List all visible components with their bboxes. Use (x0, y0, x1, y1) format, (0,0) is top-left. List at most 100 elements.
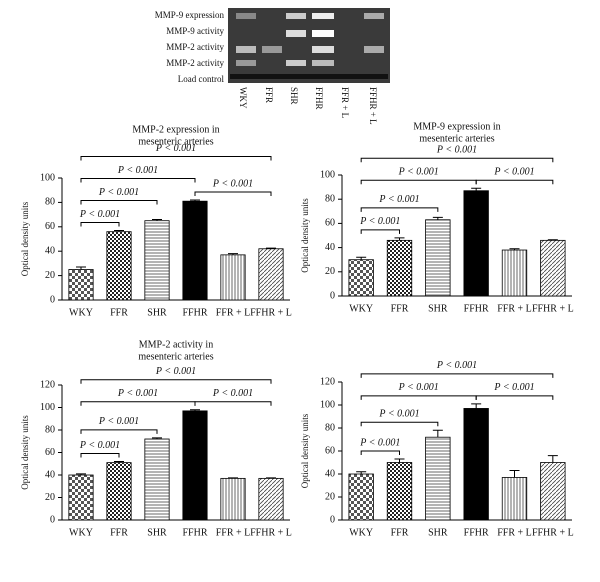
y-tick-label: 80 (325, 193, 335, 204)
comparison-bracket (360, 450, 400, 456)
comparison-label: P < 0.001 (378, 409, 419, 420)
blot-lane-label: WKY (238, 87, 248, 109)
comparison-label: P < 0.001 (359, 216, 400, 227)
blot-row-label: MMP-9 expression (155, 10, 225, 20)
comparison-bracket (194, 191, 272, 196)
blot-image (228, 8, 390, 83)
error-bar (356, 256, 367, 260)
error-bar (152, 218, 162, 221)
y-tick-label: 20 (45, 270, 55, 281)
bar (68, 474, 94, 521)
comparison-label: P < 0.001 (155, 143, 196, 154)
comparison-label: P < 0.001 (493, 382, 534, 393)
error-bar (266, 477, 276, 479)
bar (463, 190, 489, 297)
x-tick-label: FFHR + L (532, 303, 574, 314)
error-bar (190, 199, 200, 202)
y-tick-label: 100 (320, 399, 335, 410)
y-tick-label: 60 (45, 221, 55, 232)
comparison-bracket (360, 229, 400, 234)
bar (220, 477, 246, 521)
comparison-bracket (360, 373, 554, 378)
comparison-label: P < 0.001 (493, 167, 534, 178)
x-tick-label: SHR (147, 527, 167, 538)
x-tick-label: FFR + L (216, 307, 251, 318)
blot-lane-label: FFHR (314, 87, 324, 110)
bar (425, 219, 451, 297)
comparison-label: P < 0.001 (117, 165, 158, 176)
y-tick-label: 100 (320, 169, 335, 180)
error-bar (509, 470, 520, 478)
comparison-bracket (80, 401, 196, 406)
y-tick-label: 120 (40, 379, 55, 390)
bar (501, 249, 528, 297)
bar (220, 254, 246, 301)
comparison-label: P < 0.001 (378, 194, 419, 205)
y-tick-label: 120 (320, 376, 335, 387)
x-tick-label: FFR + L (497, 527, 532, 538)
error-bar (394, 458, 405, 463)
comparison-bracket (475, 179, 554, 185)
y-tick-label: 20 (45, 492, 55, 503)
x-tick-label: FFR + L (497, 303, 532, 314)
comparison-bracket (360, 157, 554, 163)
x-tick-label: FFHR + L (250, 307, 292, 318)
error-bar (114, 461, 124, 463)
error-bar (228, 253, 238, 255)
comparison-label: P < 0.001 (212, 388, 253, 399)
x-tick-label: FFHR (464, 527, 489, 538)
y-tick-label: 60 (325, 218, 335, 229)
blot-lane-label: FFR (264, 87, 274, 103)
error-bar (547, 239, 558, 241)
comparison-label: P < 0.001 (436, 360, 477, 371)
bar (144, 220, 170, 301)
blot-lane-label: SHR (289, 87, 299, 105)
comparison-bracket (80, 177, 196, 183)
x-tick-label: WKY (69, 527, 93, 538)
x-tick-label: FFHR (464, 303, 489, 314)
y-tick-label: 0 (50, 514, 55, 525)
chart-title: MMP-2 expression in (132, 124, 219, 135)
x-tick-label: FFR (110, 527, 128, 538)
error-bar (432, 429, 443, 438)
y-axis-label: Optical density units (300, 413, 310, 488)
error-bar (432, 216, 443, 220)
comparison-bracket (360, 179, 477, 185)
comparison-label: P < 0.001 (155, 366, 196, 377)
error-bar (471, 187, 482, 191)
bar (182, 410, 208, 521)
comparison-bracket (80, 429, 158, 434)
x-tick-label: FFR (391, 303, 409, 314)
comparison-bracket (360, 421, 439, 427)
blot-lane-label: FFHR + L (368, 87, 378, 125)
y-tick-label: 60 (325, 445, 335, 456)
error-bar (76, 473, 86, 475)
error-bar (190, 409, 200, 411)
comparison-bracket (360, 395, 477, 400)
error-bar (547, 455, 558, 463)
y-axis-label: Optical density units (300, 198, 310, 273)
bar (540, 462, 566, 521)
comparison-bracket (360, 207, 439, 212)
x-tick-label: FFR (110, 307, 128, 318)
x-tick-label: FFR (391, 527, 409, 538)
y-tick-label: 20 (325, 491, 335, 502)
comparison-bracket (80, 155, 272, 161)
y-axis-label: Optical density units (20, 201, 30, 276)
blot-row-label: MMP-2 activity (166, 58, 224, 68)
comparison-label: P < 0.001 (398, 167, 439, 178)
x-tick-label: SHR (428, 527, 448, 538)
bar (386, 462, 413, 521)
comparison-bracket (475, 395, 554, 400)
x-tick-label: FFHR (182, 307, 207, 318)
comparison-label: P < 0.001 (79, 209, 120, 220)
y-tick-label: 40 (325, 242, 335, 253)
comparison-label: P < 0.001 (117, 388, 158, 399)
y-axis-label: Optical density units (20, 415, 30, 490)
x-tick-label: FFHR + L (250, 527, 292, 538)
error-bar (228, 477, 238, 479)
comparison-label: P < 0.001 (359, 437, 400, 448)
blot-row-label: Load control (178, 74, 225, 84)
bar (501, 477, 528, 521)
y-tick-label: 40 (45, 245, 55, 256)
